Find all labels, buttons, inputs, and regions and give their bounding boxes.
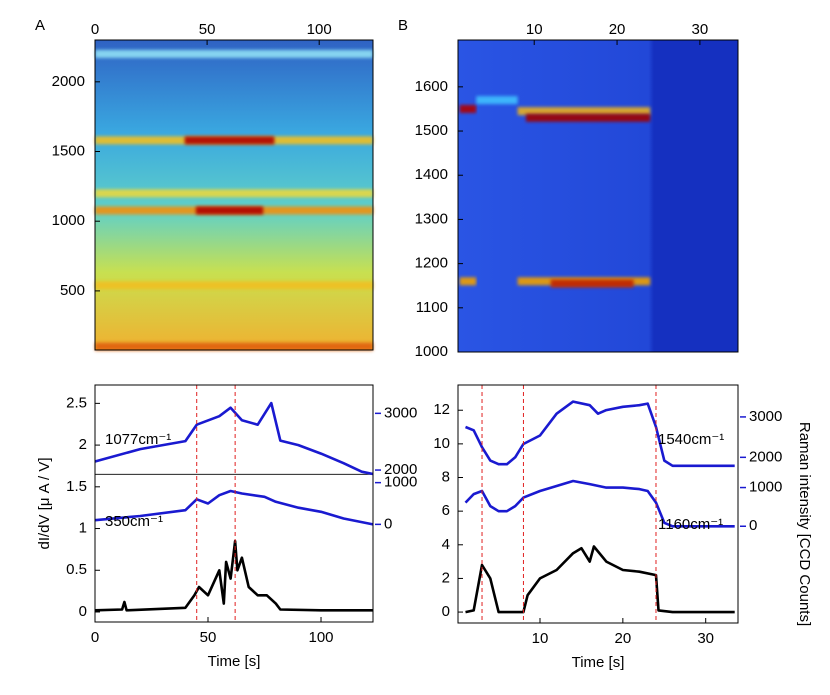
spectral-band — [95, 281, 373, 290]
y-tick-label: 1500 — [52, 142, 85, 159]
series-line — [464, 479, 735, 528]
y-tick-label: 0 — [442, 603, 450, 620]
series-line — [94, 401, 374, 476]
y-tick-label: 8 — [442, 468, 450, 485]
plot-frame — [94, 39, 374, 351]
spectral-band — [550, 279, 634, 288]
x-tick-label: 50 — [199, 21, 216, 38]
x-axis-label: Time [s] — [572, 654, 625, 671]
series-line — [465, 400, 735, 468]
spectral-band — [195, 206, 264, 215]
series-line — [94, 539, 373, 612]
y-axis-label: dI/dV [μ A / V] — [36, 457, 53, 549]
y-tick-label: 12 — [433, 401, 450, 418]
y-tick-label: 1400 — [415, 166, 448, 183]
panel-label: A — [35, 17, 45, 34]
y-tick-label: 1200 — [415, 255, 448, 272]
x-tick-label: 100 — [309, 629, 334, 646]
spectral-band — [517, 107, 651, 116]
series-line — [465, 545, 735, 614]
spectral-band — [95, 342, 373, 351]
y2-tick-label: 1000 — [384, 474, 417, 491]
spectral-band — [95, 49, 373, 58]
x-tick-label: 30 — [697, 630, 714, 647]
y-tick-label: 4 — [442, 536, 450, 553]
y-tick-label: 1000 — [52, 212, 85, 229]
series-label: 1160cm⁻¹ — [658, 516, 723, 533]
plot-frame — [457, 384, 739, 624]
y-tick-label: 2 — [79, 436, 87, 453]
y2-tick-label: 1000 — [749, 479, 782, 496]
panel-label: B — [398, 17, 408, 34]
y2-tick-label: 3000 — [384, 404, 417, 421]
series-label: 350cm⁻¹ — [105, 513, 163, 530]
spectral-band — [459, 104, 477, 113]
x-tick-label: 50 — [200, 629, 217, 646]
y-tick-label: 0 — [79, 603, 87, 620]
y-tick-label: 2000 — [52, 73, 85, 90]
y2-axis-label: Raman intensity [CCD Counts] — [796, 422, 813, 626]
y-tick-label: 1500 — [415, 122, 448, 139]
plot-frame — [457, 39, 739, 353]
x-axis-label: Time [s] — [208, 653, 261, 670]
x-tick-label: 20 — [609, 21, 626, 38]
series-line — [94, 489, 374, 526]
spectral-band — [95, 189, 373, 198]
y2-tick-label: 3000 — [749, 408, 782, 425]
y-tick-label: 2.5 — [66, 394, 87, 411]
y-tick-label: 1300 — [415, 210, 448, 227]
y-tick-label: 1000 — [415, 343, 448, 360]
y-tick-label: 1.5 — [66, 478, 87, 495]
spectral-band — [476, 96, 518, 105]
series-label: 1540cm⁻¹ — [658, 431, 724, 448]
y-tick-label: 0.5 — [66, 561, 87, 578]
y2-tick-label: 0 — [384, 515, 392, 532]
spectral-band — [525, 113, 651, 122]
x-tick-label: 10 — [526, 21, 543, 38]
spectral-band — [459, 277, 477, 286]
y2-tick-label: 2000 — [384, 461, 417, 478]
spectral-band — [184, 136, 275, 145]
series-label: 1077cm⁻¹ — [105, 431, 171, 448]
y-tick-label: 2 — [442, 569, 450, 586]
x-tick-label: 10 — [532, 630, 549, 647]
y-tick-label: 1 — [79, 520, 87, 537]
x-tick-label: 100 — [307, 21, 332, 38]
plot-frame — [94, 384, 374, 623]
y2-tick-label: 0 — [749, 517, 757, 534]
y-tick-label: 10 — [433, 435, 450, 452]
y-tick-label: 500 — [60, 282, 85, 299]
y2-tick-label: 2000 — [749, 448, 782, 465]
x-tick-label: 0 — [91, 629, 99, 646]
y-tick-label: 6 — [442, 502, 450, 519]
y-tick-label: 1100 — [416, 299, 448, 316]
x-tick-label: 0 — [91, 21, 99, 38]
heatmap-background — [458, 40, 738, 352]
y-tick-label: 1600 — [415, 78, 448, 95]
x-tick-label: 20 — [615, 630, 632, 647]
x-tick-label: 30 — [692, 21, 709, 38]
